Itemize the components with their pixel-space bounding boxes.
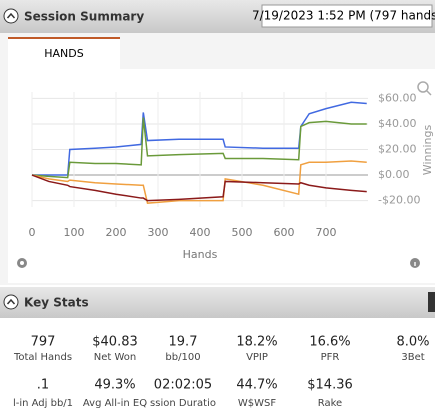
- stat-value: 44.7%: [236, 378, 277, 393]
- series-line: [31, 174, 367, 202]
- stat-value: 19.7: [169, 335, 198, 350]
- tab[interactable]: [8, 37, 120, 69]
- y-tick-label: $60.00: [378, 91, 417, 104]
- y-tick-label: $40.00: [378, 117, 417, 130]
- stat-value: $40.83: [92, 335, 138, 350]
- x-tick-label: 500: [232, 226, 253, 239]
- stat-value: 8.0%: [396, 335, 429, 350]
- tab-label: HANDS: [44, 47, 83, 60]
- x-tick-label: 700: [316, 226, 337, 239]
- x-tick-label: 200: [106, 226, 127, 239]
- y-tick-label: $20.00: [378, 143, 417, 156]
- chart-area: [8, 69, 435, 283]
- stat-label: ssion Duratio: [150, 398, 216, 409]
- x-tick-label: 300: [148, 226, 169, 239]
- info-mark: [414, 262, 416, 266]
- stats-bar-handle: [428, 292, 435, 312]
- series-line: [31, 117, 367, 179]
- stat-label: Rake: [318, 398, 342, 409]
- chevron: [6, 12, 16, 19]
- stats-bar: [0, 287, 435, 318]
- collapse-button[interactable]: [3, 8, 19, 24]
- stat-label: Avg All-in EQ: [83, 398, 147, 409]
- stat-value: 18.2%: [236, 335, 277, 350]
- stats-grid: 797 Total Hands $40.83 Net Won 19.7 bb/100 18.…: [13, 335, 430, 410]
- stat-label: PFR: [321, 352, 340, 363]
- stat-label: Net Won: [94, 352, 137, 363]
- stat-value: 16.6%: [309, 335, 350, 350]
- session-label: 7/19/2023 1:52 PM (797 hands): [252, 9, 435, 23]
- x-tick-label: 0: [29, 226, 36, 239]
- stat-label: Total Hands: [13, 352, 72, 363]
- zoom-handle: [426, 90, 432, 96]
- y-tick-label: $0.00: [378, 168, 410, 181]
- stat-label: 3Bet: [401, 352, 424, 363]
- series-line: [32, 101, 367, 176]
- session-selector[interactable]: [261, 4, 433, 28]
- x-tick-label: 600: [274, 226, 295, 239]
- x-tick-label: 400: [190, 226, 211, 239]
- stat-value: 797: [31, 335, 56, 350]
- stat-value: 49.3%: [94, 378, 135, 393]
- stat-label: bb/100: [165, 352, 200, 363]
- stats-collapse-button[interactable]: [3, 294, 19, 310]
- series-line: [31, 160, 367, 204]
- stats-title: Key Stats: [24, 296, 89, 310]
- settings-hole: [20, 261, 24, 265]
- stat-label: l-in Adj bb/1: [13, 398, 73, 409]
- x-axis-label: Hands: [183, 248, 218, 261]
- stat-value: $14.36: [307, 378, 353, 393]
- zoom-icon[interactable]: [417, 81, 429, 93]
- x-tick-label: 100: [64, 226, 85, 239]
- chevron: [6, 298, 16, 305]
- stat-label: VPIP: [246, 352, 268, 363]
- stat-value: 02:02:05: [154, 378, 212, 393]
- stat-label: W$WSF: [238, 398, 276, 409]
- tab-accent: [8, 37, 120, 39]
- y-axis-label: Winnings: [421, 125, 434, 176]
- y-tick-label: -$20.00: [378, 194, 420, 207]
- stat-value: .1: [37, 378, 49, 393]
- header-title: Session Summary: [24, 10, 144, 24]
